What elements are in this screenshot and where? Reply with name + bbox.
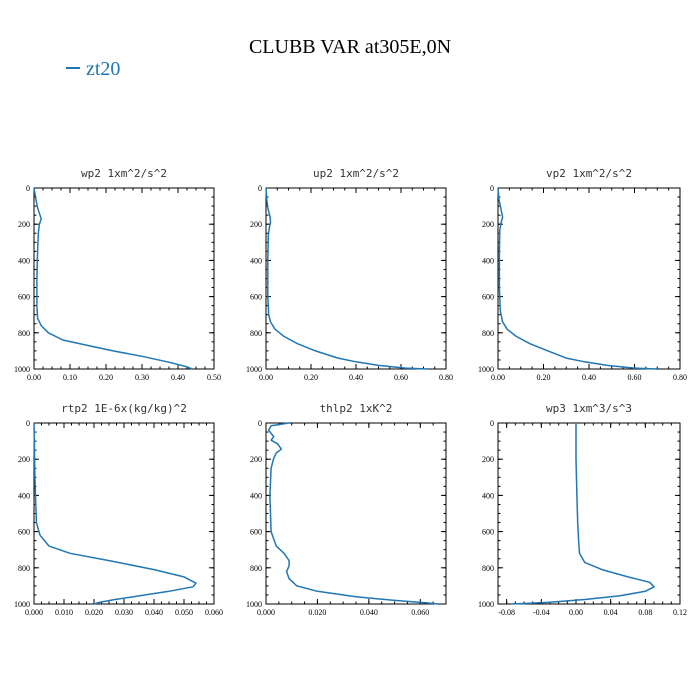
x-tick-label: 0.040	[360, 608, 378, 617]
legend-line-swatch	[66, 67, 80, 70]
x-tick-label: 0.80	[673, 373, 687, 382]
x-tick-label: -0.04	[533, 608, 550, 617]
x-tick-label: 0.20	[99, 373, 113, 382]
y-tick-label: 400	[250, 256, 262, 265]
subplot-title: rtp2 1E-6x(kg/kg)^2	[61, 402, 187, 415]
y-tick-label: 1000	[478, 600, 494, 609]
x-tick-label: -0.08	[498, 608, 515, 617]
legend-label: zt20	[86, 58, 121, 80]
subplot-6: wp3 1xm^3/s^3 0 200 400 600 800 1000 -0.08 -0.04…	[478, 402, 687, 617]
y-tick-label: 200	[250, 455, 262, 464]
y-tick-label: 600	[482, 528, 494, 537]
x-tick-label: 0.60	[628, 373, 642, 382]
y-tick-label: 800	[250, 564, 262, 573]
x-tick-label: 0.20	[304, 373, 318, 382]
x-tick-label: 0.40	[171, 373, 185, 382]
series-line	[33, 422, 197, 605]
plot-frame	[497, 422, 681, 605]
series-line	[497, 187, 658, 370]
y-tick-label: 400	[482, 491, 494, 500]
legend: zt20	[66, 58, 120, 81]
y-tick-label: 0	[258, 184, 262, 193]
x-tick-label: 0.020	[308, 608, 326, 617]
x-tick-label: 0.00	[259, 373, 273, 382]
y-tick-label: 800	[250, 329, 262, 338]
x-tick-label: 0.12	[673, 608, 687, 617]
y-tick-label: 1000	[14, 600, 30, 609]
series-line	[267, 422, 439, 605]
y-tick-label: 1000	[478, 365, 494, 374]
x-tick-label: 0.040	[145, 608, 163, 617]
x-tick-label: 0.00	[27, 373, 41, 382]
y-tick-label: 800	[482, 564, 494, 573]
x-tick-label: 0.050	[175, 608, 193, 617]
x-tick-label: 0.060	[411, 608, 429, 617]
x-tick-label: 0.000	[257, 608, 275, 617]
x-tick-label: 0.40	[349, 373, 363, 382]
x-tick-label: 0.30	[135, 373, 149, 382]
y-tick-label: 400	[18, 491, 30, 500]
y-tick-label: 0	[26, 184, 30, 193]
x-tick-label: 0.010	[55, 608, 73, 617]
x-tick-label: 0.000	[25, 608, 43, 617]
x-tick-label: 0.60	[394, 373, 408, 382]
y-tick-label: 0	[490, 184, 494, 193]
y-tick-label: 0	[26, 419, 30, 428]
x-tick-label: 0.40	[582, 373, 596, 382]
x-tick-label: 0.00	[491, 373, 505, 382]
y-tick-label: 600	[18, 293, 30, 302]
y-tick-label: 200	[482, 220, 494, 229]
y-tick-label: 200	[18, 220, 30, 229]
plot-frame	[33, 422, 215, 605]
series-line	[33, 187, 193, 370]
x-tick-label: 0.00	[569, 608, 583, 617]
y-tick-label: 1000	[246, 600, 262, 609]
x-tick-label: 0.030	[115, 608, 133, 617]
subplot-title: wp3 1xm^3/s^3	[546, 402, 632, 415]
x-tick-label: 0.20	[537, 373, 551, 382]
y-tick-label: 400	[482, 256, 494, 265]
x-tick-label: 0.04	[604, 608, 618, 617]
y-tick-label: 800	[18, 329, 30, 338]
figure-title: CLUBB VAR at305E,0N	[248, 36, 452, 58]
plot-frame	[33, 187, 215, 370]
subplot-title: up2 1xm^2/s^2	[313, 167, 399, 180]
plot-frame	[265, 422, 447, 605]
y-tick-label: 1000	[14, 365, 30, 374]
series-line	[265, 187, 429, 370]
y-tick-label: 600	[482, 293, 494, 302]
y-tick-label: 200	[250, 220, 262, 229]
y-tick-label: 1000	[246, 365, 262, 374]
subplot-title: vp2 1xm^2/s^2	[546, 167, 632, 180]
y-tick-label: 0	[258, 419, 262, 428]
subplot-4: rtp2 1E-6x(kg/kg)^2 0 200 400 600 800 10000.00…	[14, 402, 223, 617]
y-tick-label: 0	[490, 419, 494, 428]
y-tick-label: 600	[18, 528, 30, 537]
y-tick-label: 800	[18, 564, 30, 573]
x-tick-label: 0.020	[85, 608, 103, 617]
x-tick-label: 0.50	[207, 373, 221, 382]
x-tick-label: 0.060	[205, 608, 223, 617]
y-tick-label: 200	[482, 455, 494, 464]
x-tick-label: 0.80	[439, 373, 453, 382]
y-tick-label: 400	[250, 491, 262, 500]
series-line	[510, 423, 655, 605]
x-tick-label: 0.10	[63, 373, 77, 382]
y-tick-label: 200	[18, 455, 30, 464]
y-tick-label: 800	[482, 329, 494, 338]
x-tick-label: 0.08	[638, 608, 652, 617]
subplot-title: wp2 1xm^2/s^2	[81, 167, 167, 180]
y-tick-label: 600	[250, 528, 262, 537]
y-tick-label: 400	[18, 256, 30, 265]
y-tick-label: 600	[250, 293, 262, 302]
subplot-title: thlp2 1xK^2	[320, 402, 393, 415]
